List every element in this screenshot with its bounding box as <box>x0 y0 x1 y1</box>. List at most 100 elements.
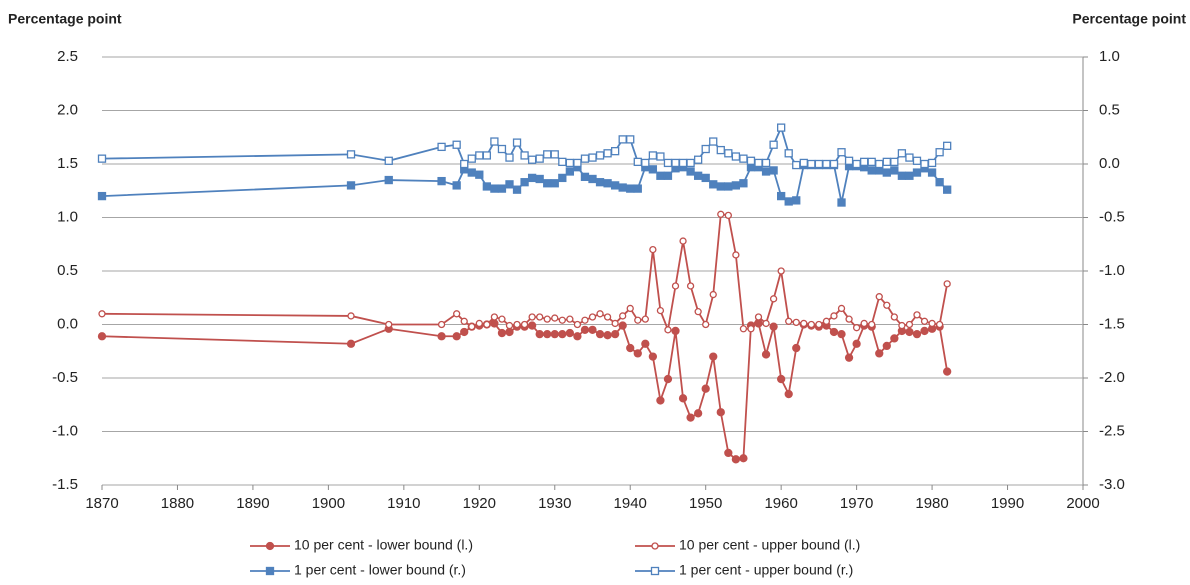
data-point <box>588 174 597 184</box>
x-tick-label: 1870 <box>85 495 118 512</box>
data-point <box>920 159 929 169</box>
data-point <box>573 332 582 341</box>
data-point <box>626 135 635 144</box>
data-point <box>709 137 718 146</box>
data-point <box>867 166 876 175</box>
data-point <box>618 321 627 330</box>
data-point <box>595 178 605 187</box>
data-point <box>731 152 741 161</box>
data-point <box>943 141 952 150</box>
y2-axis-title: Percentage point <box>1072 11 1186 27</box>
data-point <box>663 158 673 168</box>
data-point <box>520 178 529 187</box>
data-point <box>633 184 642 193</box>
data-point <box>754 158 763 168</box>
data-point <box>739 454 748 463</box>
data-point <box>626 184 635 193</box>
data-point <box>717 210 725 218</box>
data-point <box>814 159 824 169</box>
data-point <box>468 322 476 331</box>
data-point <box>588 313 597 321</box>
data-point <box>610 147 620 156</box>
data-point <box>792 318 800 327</box>
data-point <box>452 140 461 149</box>
data-point <box>928 319 936 328</box>
data-point <box>581 316 589 324</box>
data-point <box>943 367 952 376</box>
data-point <box>490 184 499 193</box>
data-point <box>536 313 544 321</box>
data-point <box>769 166 778 175</box>
x-tick-label: 2000 <box>1066 495 1099 512</box>
legend-label: 10 per cent - upper bound (l.) <box>679 537 860 553</box>
data-point <box>475 151 484 160</box>
data-point <box>648 151 658 160</box>
legend-marker <box>651 542 659 550</box>
data-point <box>792 160 801 170</box>
data-point <box>732 251 740 259</box>
x-tick-label: 1960 <box>764 495 797 512</box>
data-point <box>701 384 710 393</box>
data-point <box>482 151 492 160</box>
data-point <box>867 157 876 167</box>
data-point <box>98 310 106 318</box>
data-point <box>912 168 922 177</box>
series-line <box>101 322 949 461</box>
data-point <box>686 413 695 422</box>
legend-label: 1 per cent - lower bound (r.) <box>294 562 466 578</box>
data-point <box>634 316 642 324</box>
data-point <box>595 151 605 160</box>
data-point <box>482 182 492 191</box>
data-point <box>580 325 590 335</box>
data-point <box>785 317 793 325</box>
data-point <box>837 304 846 313</box>
data-point <box>596 310 604 318</box>
data-point <box>663 171 673 180</box>
data-point <box>935 148 944 157</box>
data-point <box>905 153 914 162</box>
data-point <box>618 183 627 192</box>
data-point <box>671 282 680 290</box>
data-point <box>460 327 469 337</box>
data-point <box>845 315 853 323</box>
x-tick-label: 1900 <box>312 495 345 512</box>
data-point <box>686 158 695 168</box>
data-point <box>868 320 876 329</box>
data-point <box>920 317 929 325</box>
data-point <box>686 167 695 176</box>
data-point <box>822 317 831 325</box>
data-point <box>550 179 559 188</box>
data-point <box>437 176 446 186</box>
data-point <box>792 343 801 353</box>
data-point <box>543 315 551 323</box>
data-point <box>97 191 107 201</box>
series-line <box>101 213 949 334</box>
data-point <box>603 179 612 188</box>
y-tick-label: -1.0 <box>52 422 78 439</box>
y2-tick-label: -3.0 <box>1099 476 1125 493</box>
data-point <box>505 327 514 337</box>
y2-tick-label: -2.5 <box>1099 422 1125 439</box>
data-point <box>97 154 107 163</box>
data-point <box>761 167 771 176</box>
data-point <box>467 168 476 177</box>
y-tick-label: 2.0 <box>57 101 78 118</box>
data-point <box>543 329 552 339</box>
data-point <box>535 174 544 184</box>
data-point <box>701 173 710 183</box>
data-point <box>860 319 868 328</box>
data-point <box>452 332 461 341</box>
data-point <box>603 331 612 340</box>
y2-tick-label: 1.0 <box>1099 48 1120 65</box>
data-point <box>724 182 733 191</box>
data-point <box>694 308 702 316</box>
data-point <box>762 319 770 328</box>
data-point <box>648 165 658 174</box>
data-point <box>739 325 748 333</box>
data-point <box>777 191 786 201</box>
data-point <box>693 155 703 164</box>
data-point <box>535 154 544 163</box>
data-point <box>724 448 733 458</box>
data-point <box>460 159 469 169</box>
data-point <box>619 312 627 320</box>
